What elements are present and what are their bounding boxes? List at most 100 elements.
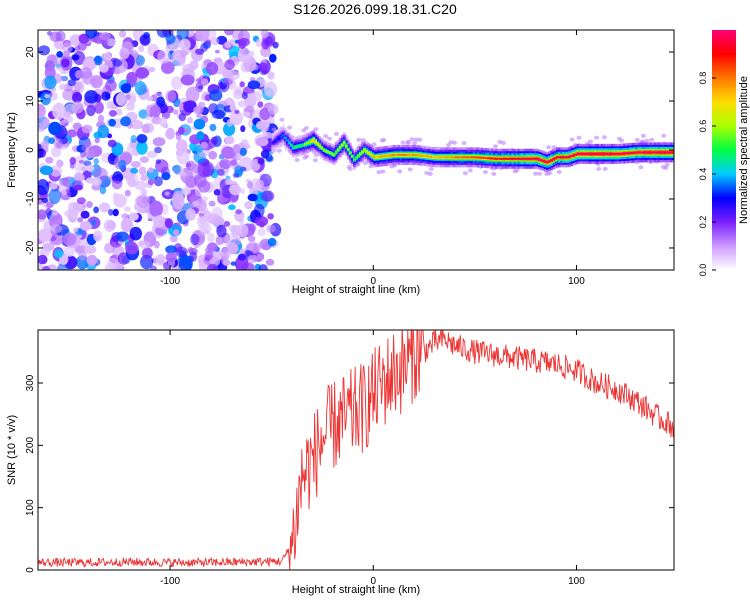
noise-blob [213,189,221,196]
noise-blob [224,41,232,48]
track-halo [634,137,640,142]
track-segment [409,153,413,156]
track-segment [314,141,318,144]
track-segment [515,157,519,160]
track-halo [376,170,382,175]
noise-blob [108,110,117,117]
noise-blob [260,30,269,39]
noise-blob [63,111,71,119]
noise-blob [73,82,82,91]
track-segment [342,141,346,144]
track-segment [438,156,442,159]
noise-blob [107,257,119,270]
noise-blob [198,254,204,261]
track-segment [434,156,437,159]
noise-blob [247,254,259,263]
noise-blob [117,159,127,170]
noise-blob [39,165,54,176]
track-segment [572,154,576,157]
track-segment [298,145,301,148]
noise-blob [93,55,103,66]
track-segment [442,156,446,159]
noise-blob [201,196,209,202]
track-segment [436,156,440,159]
track-segment [391,154,395,157]
track-halo [664,162,670,167]
noise-blob [125,241,139,255]
noise-blob [234,237,241,246]
track-segment [312,139,316,142]
noise-blob [161,172,171,181]
noise-blob [71,101,84,114]
noise-blob [250,91,262,102]
noise-blob [139,34,151,46]
track-segment [395,153,399,156]
noise-blob [234,109,240,115]
noise-blob [187,247,194,254]
track-segment [558,156,561,159]
track-segment [487,157,490,160]
noise-blob [234,255,249,270]
track-segment [296,145,299,148]
track-segment [379,155,383,158]
noise-blob [111,175,118,182]
track-segment [446,156,450,159]
track-segment [273,140,277,143]
spectrogram-y-tick-label: 10 [25,95,36,107]
track-segment [653,151,657,154]
noise-blob [216,35,228,45]
noise-blob [77,217,84,223]
noise-blob [115,92,127,106]
spectrogram-y-label: Frequency (Hz) [6,112,18,188]
track-segment [304,143,307,146]
track-segment [633,151,637,154]
track-halo [407,167,413,172]
noise-blob [230,159,238,166]
noise-blob [126,144,135,154]
noise-blob [200,141,208,149]
track-segment [629,152,633,154]
track-segment [499,157,503,160]
noise-blob [119,30,127,38]
noise-blob [112,59,123,67]
noise-blob [216,168,225,176]
noise-blob [124,189,131,197]
noise-blob [206,62,219,75]
noise-blob [136,194,151,209]
noise-blob [181,187,192,196]
noise-blob [267,213,274,220]
noise-blob [157,49,171,64]
noise-blob [175,246,188,258]
noise-blob [156,96,166,108]
snr-y-tick-label: 0 [25,567,36,573]
track-segment [497,157,500,160]
track-segment [448,156,452,159]
noise-blob [121,213,129,219]
noise-blob [267,237,277,247]
noise-blob [260,149,270,159]
track-segment [279,135,283,138]
colorbar-tick-label: 0.0 [698,264,708,277]
track-segment [283,136,287,139]
track-segment [564,156,568,159]
noise-blob [45,201,54,209]
noise-blob [93,206,99,214]
noise-blob [49,91,58,101]
noise-blob [199,206,209,214]
track-segment [578,152,582,155]
noise-blob [93,158,99,165]
track-halo [661,133,667,138]
track-segment [651,151,655,154]
noise-blob [183,128,190,133]
track-segment [330,152,334,155]
noise-blob [193,106,201,115]
track-segment [365,150,368,153]
track-segment [361,151,364,153]
track-halo [405,139,411,144]
noise-blob [178,113,187,122]
track-segment [385,154,389,157]
track-halo [594,135,599,140]
track-segment [271,141,275,144]
track-halo [271,127,277,132]
